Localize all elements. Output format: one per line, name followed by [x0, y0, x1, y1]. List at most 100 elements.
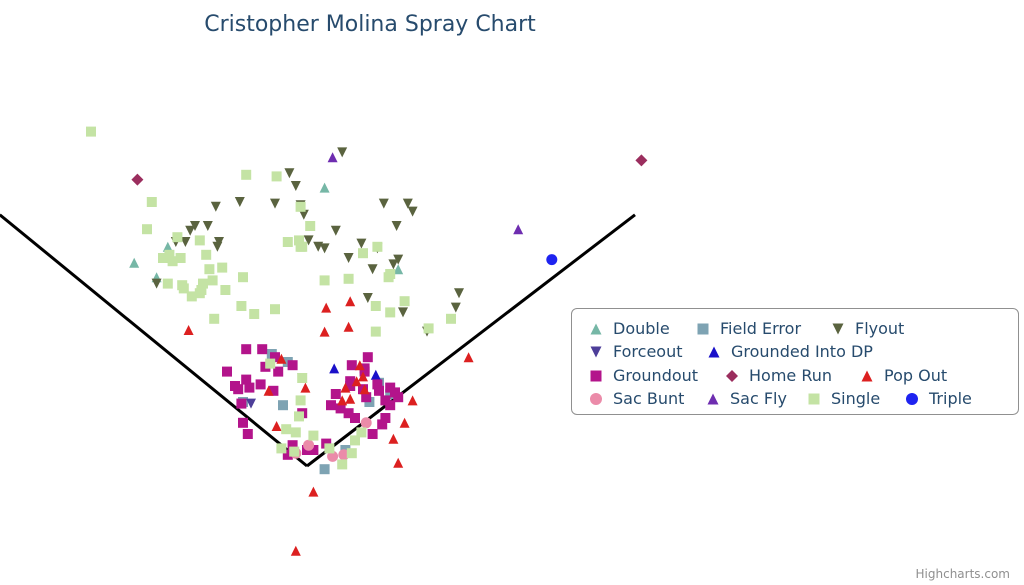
- point-single[interactable]: [241, 169, 252, 180]
- point-groundout[interactable]: [326, 400, 336, 411]
- point-field-error[interactable]: [319, 464, 330, 475]
- point-single[interactable]: [175, 253, 186, 263]
- point-forceout[interactable]: [246, 398, 256, 409]
- point-pop-out[interactable]: [358, 371, 368, 382]
- point-pop-out[interactable]: [340, 382, 351, 393]
- point-pop-out[interactable]: [343, 321, 354, 332]
- point-single[interactable]: [295, 241, 306, 252]
- point-flyout[interactable]: [151, 278, 162, 289]
- point-single[interactable]: [446, 313, 456, 324]
- point-groundout[interactable]: [380, 413, 391, 423]
- point-pop-out[interactable]: [345, 393, 356, 404]
- point-single[interactable]: [194, 235, 205, 246]
- point-groundout[interactable]: [230, 381, 240, 391]
- point-single[interactable]: [370, 326, 381, 337]
- point-pop-out[interactable]: [276, 353, 287, 364]
- legend-item-triple[interactable]: Triple: [904, 389, 972, 408]
- point-single[interactable]: [308, 430, 319, 441]
- point-sac-bunt[interactable]: [327, 450, 339, 462]
- point-groundout[interactable]: [241, 344, 252, 355]
- point-pop-out[interactable]: [463, 352, 474, 363]
- point-groundout[interactable]: [359, 366, 370, 377]
- point-flyout[interactable]: [343, 253, 354, 263]
- point-groundout[interactable]: [345, 376, 356, 387]
- point-flyout[interactable]: [391, 221, 402, 231]
- point-pop-out[interactable]: [308, 486, 319, 497]
- legend-item-double[interactable]: Double: [588, 319, 670, 338]
- point-flyout[interactable]: [290, 181, 301, 191]
- point-single[interactable]: [337, 459, 348, 470]
- point-flyout[interactable]: [202, 221, 213, 231]
- point-groundout[interactable]: [270, 352, 280, 363]
- point-groundout[interactable]: [244, 382, 255, 393]
- point-pop-out[interactable]: [290, 545, 301, 556]
- point-flyout[interactable]: [298, 209, 309, 220]
- point-sac-bunt[interactable]: [338, 449, 350, 461]
- point-single[interactable]: [294, 235, 304, 246]
- point-single[interactable]: [399, 296, 410, 307]
- point-field-error[interactable]: [278, 400, 288, 411]
- point-flyout[interactable]: [210, 201, 221, 212]
- point-groundout[interactable]: [372, 379, 383, 390]
- point-flyout[interactable]: [190, 221, 200, 231]
- point-double[interactable]: [162, 241, 173, 252]
- point-sac-fly[interactable]: [327, 152, 338, 163]
- point-pop-out[interactable]: [300, 382, 311, 393]
- point-single[interactable]: [294, 411, 304, 422]
- point-groundout[interactable]: [343, 408, 354, 419]
- point-flyout[interactable]: [330, 225, 341, 236]
- point-single[interactable]: [271, 171, 282, 182]
- point-groundout[interactable]: [241, 374, 252, 385]
- point-pop-out[interactable]: [337, 395, 348, 406]
- point-groundout[interactable]: [273, 366, 284, 377]
- point-pop-out[interactable]: [399, 417, 410, 428]
- point-groundout[interactable]: [385, 382, 396, 393]
- legend-item-flyout[interactable]: Flyout: [830, 319, 904, 338]
- point-groundout[interactable]: [346, 360, 357, 371]
- point-single[interactable]: [177, 280, 188, 291]
- point-pop-out[interactable]: [183, 325, 194, 335]
- point-single[interactable]: [164, 249, 175, 260]
- point-single[interactable]: [198, 278, 208, 289]
- point-single[interactable]: [201, 249, 212, 260]
- point-groundout[interactable]: [287, 360, 298, 371]
- point-single[interactable]: [265, 358, 276, 369]
- point-single[interactable]: [281, 424, 292, 435]
- point-groundout[interactable]: [367, 429, 378, 439]
- point-single[interactable]: [172, 232, 183, 243]
- point-home-run[interactable]: [635, 154, 648, 167]
- point-single[interactable]: [290, 427, 301, 438]
- point-single[interactable]: [217, 262, 228, 273]
- point-single[interactable]: [324, 443, 335, 454]
- point-groundout[interactable]: [362, 352, 373, 363]
- point-single[interactable]: [276, 443, 287, 454]
- point-pop-out[interactable]: [271, 421, 282, 431]
- point-home-run[interactable]: [131, 173, 144, 186]
- legend-item-sac-bunt[interactable]: Sac Bunt: [588, 389, 684, 408]
- point-single[interactable]: [146, 197, 157, 207]
- point-groundout[interactable]: [268, 385, 279, 396]
- point-single[interactable]: [186, 291, 197, 302]
- point-single[interactable]: [358, 248, 368, 259]
- point-pop-out[interactable]: [388, 433, 399, 444]
- point-single[interactable]: [370, 301, 381, 311]
- point-single[interactable]: [249, 309, 260, 319]
- point-sac-fly[interactable]: [513, 224, 524, 235]
- point-groundout[interactable]: [257, 344, 268, 355]
- point-pop-out[interactable]: [319, 326, 330, 337]
- point-flyout[interactable]: [393, 254, 404, 265]
- point-grounded-into-dp[interactable]: [329, 363, 340, 374]
- point-groundout[interactable]: [361, 392, 372, 403]
- legend-item-groundout[interactable]: Groundout: [588, 366, 698, 385]
- point-double[interactable]: [129, 257, 140, 268]
- point-flyout[interactable]: [407, 206, 418, 217]
- point-pop-out[interactable]: [263, 385, 274, 396]
- point-flyout[interactable]: [362, 293, 373, 303]
- point-flyout[interactable]: [454, 288, 464, 299]
- point-sac-bunt[interactable]: [303, 439, 315, 451]
- point-pop-out[interactable]: [351, 376, 362, 387]
- point-single[interactable]: [295, 395, 306, 406]
- point-flyout[interactable]: [402, 198, 413, 209]
- point-single[interactable]: [423, 323, 434, 334]
- point-single[interactable]: [209, 313, 220, 324]
